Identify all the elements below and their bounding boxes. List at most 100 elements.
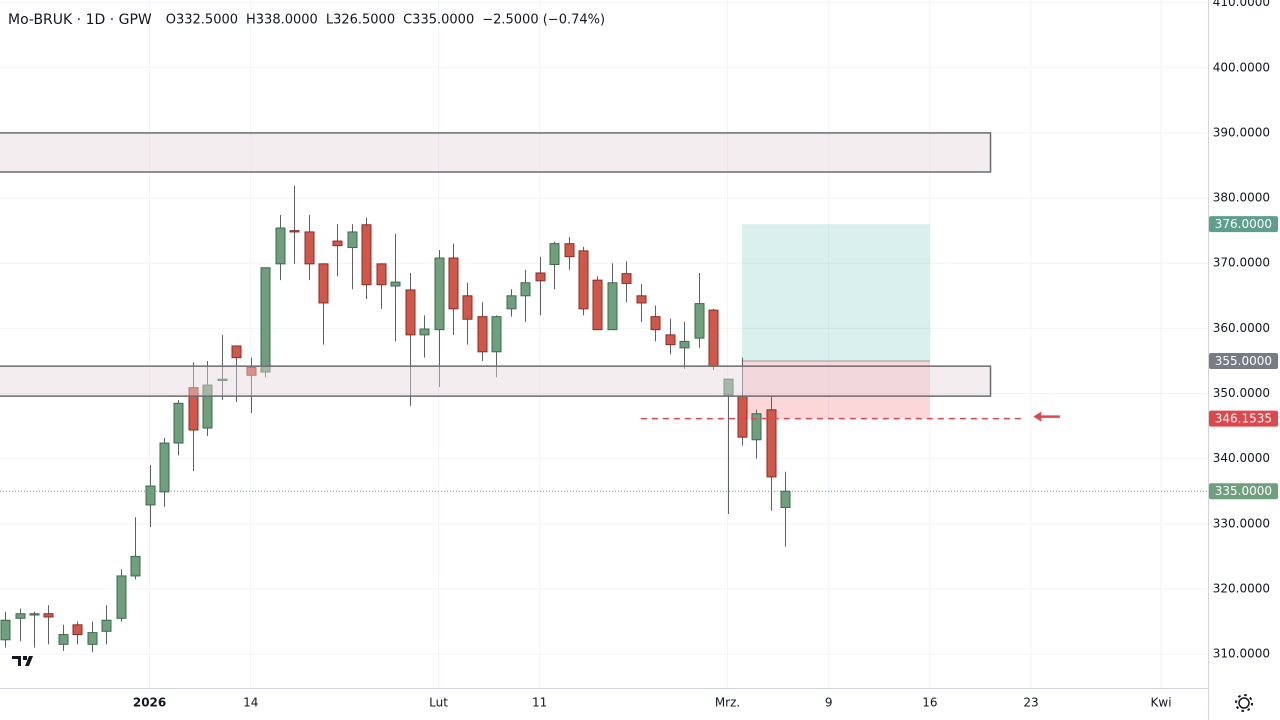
price-label: 355.0000 [1215,354,1272,368]
candle-body [87,632,98,645]
y-tick-label: 310.0000 [1213,647,1270,661]
logo-shape [12,656,33,666]
arrow-head [1033,411,1042,422]
gear-ring[interactable] [1238,697,1250,709]
candle-body [347,231,358,249]
candle-body [246,366,257,376]
candle-body [737,395,748,438]
y-tick-label: 380.0000 [1213,191,1270,205]
price-label: 376.0000 [1215,217,1272,231]
candle-body [766,409,777,478]
candle-body [304,231,315,265]
x-tick-label: Kwi [1151,696,1172,710]
candle-body [535,272,546,282]
candle-body [636,295,647,304]
candle-body [419,328,430,336]
candle-body [72,624,83,636]
target-zone [741,224,930,361]
grid [0,0,1208,688]
price-label: 335.0000 [1215,484,1272,498]
candle-body [665,334,676,346]
y-tick-label: 400.0000 [1213,60,1270,74]
candle-body [101,619,112,632]
candle-body [29,613,40,616]
symbol-title: Mo-BRUK · 1D · GPW [8,12,152,28]
candle-body [650,316,661,331]
settings-icon[interactable] [1235,694,1253,712]
candle-body [217,378,228,381]
candle-body [751,413,762,441]
candle-body [318,263,329,304]
ohlc-value: −2.5000 (−0.74%) [482,13,605,28]
candle-body [145,485,156,506]
candle-body [58,634,69,645]
candle-body [708,309,719,367]
x-tick-label: Mrz. [715,696,740,710]
price-label-bg [1209,483,1278,500]
price-label-bg [1209,352,1278,369]
x-tick-label: 14 [243,696,258,710]
y-tick-label: 360.0000 [1213,321,1270,335]
x-tick-label: 2026 [133,696,166,710]
x-tick-label: 9 [825,696,833,710]
x-tick-label: 16 [922,696,937,710]
stop-zone [741,360,930,419]
candle-body [116,575,127,619]
ohlc-value: L326.5000 [326,13,395,28]
candle-body [520,282,531,297]
candle-body [260,267,271,373]
candle-body [202,384,213,429]
ohlc-value: C335.0000 [403,13,474,28]
candle-body [723,378,734,396]
candle-body [607,282,618,331]
candle-body [361,224,372,286]
y-tick-label: 320.0000 [1213,581,1270,595]
y-tick-label: 410.0000 [1213,0,1270,9]
candle-body [491,316,502,353]
price-label: 346.1535 [1215,412,1272,426]
candle-body [506,295,517,310]
candle-body [448,257,459,310]
candle-body [578,250,589,310]
candle-body [188,387,199,431]
candle-body [0,619,11,641]
ohlc-value: H338.0000 [246,13,318,28]
candle-body [564,243,575,258]
gear-teeth[interactable] [1235,694,1253,712]
candle-body [390,281,401,287]
candle-body [289,230,300,233]
candle-body [405,289,416,336]
candle-body [694,303,705,339]
candle-body [173,402,184,444]
x-tick-label: 11 [532,696,547,710]
x-tick-label: 23 [1023,696,1038,710]
candle-body [462,295,473,320]
sr-zone [0,365,992,397]
y-tick-label: 370.0000 [1213,256,1270,270]
y-tick-label: 350.0000 [1213,386,1270,400]
candle-body [780,490,791,509]
y-tick-label: 330.0000 [1213,516,1270,530]
candle-body [376,263,387,286]
candle-body [621,273,632,284]
candle-body [592,279,603,331]
candle-body [130,555,141,577]
ohlc-value: O332.5000 [166,13,238,28]
candle-body [477,316,488,353]
candle-body [434,257,445,331]
candle-body [549,243,560,266]
sr-zone [0,132,992,173]
candle-body [159,442,170,493]
price-label-bg [1209,216,1278,233]
candle-body [275,227,286,265]
price-label-bg [1209,410,1278,427]
x-tick-label: Lut [429,696,448,710]
plot [0,132,1208,653]
candle-body [231,345,242,359]
candle-body [679,340,690,349]
candle-body [15,613,26,619]
candle-body [332,240,343,247]
